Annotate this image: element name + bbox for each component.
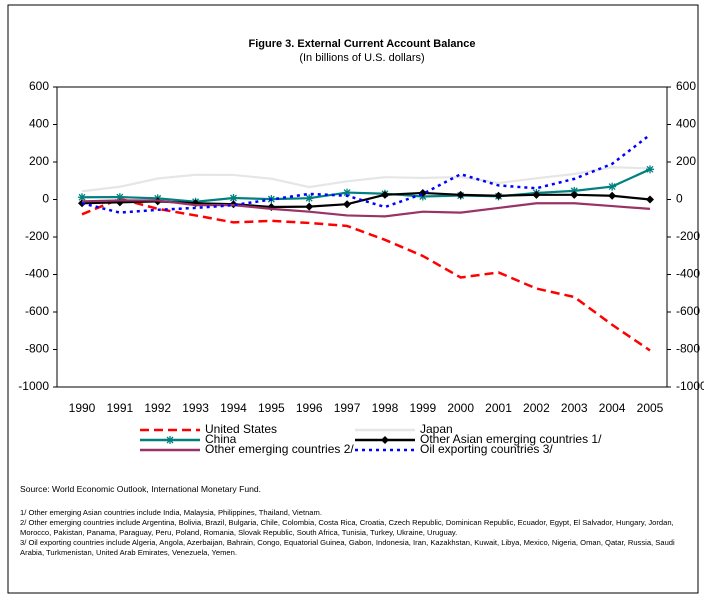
y2-tick-label: -1000 (676, 379, 704, 393)
series-line (81, 199, 651, 218)
x-tick-label: 2000 (447, 401, 474, 415)
y2-tick-label: 0 (676, 192, 683, 206)
plot-area (56, 86, 668, 388)
x-tick-label: 1996 (296, 401, 323, 415)
x-tick-label: 1993 (182, 401, 209, 415)
y2-tick-label: 200 (676, 154, 696, 168)
x-tick-label: 1992 (144, 401, 171, 415)
series-marker (532, 190, 541, 199)
footnote: 2/ Other emerging countries include Arge… (20, 518, 674, 537)
series-marker (229, 194, 238, 202)
y2-tick-label: -800 (676, 342, 700, 356)
x-tick-label: 2004 (599, 401, 626, 415)
x-tick-label: 1991 (107, 401, 134, 415)
y2-tick-label: -200 (676, 229, 700, 243)
x-tick-label: 2005 (637, 401, 664, 415)
series-marker (456, 190, 465, 199)
series-line (81, 168, 651, 203)
series-marker (570, 190, 579, 199)
source: Source: World Economic Outlook, Internat… (20, 484, 262, 494)
series-line (81, 197, 651, 352)
x-tick-label: 2002 (523, 401, 550, 415)
x-tick-label: 1995 (258, 401, 285, 415)
series-marker (494, 191, 503, 200)
series-marker (305, 194, 314, 203)
y-tick-label: 400 (29, 117, 49, 131)
y-tick-label: -800 (25, 342, 49, 356)
legend-label: Other Asian emerging countries 1/ (420, 432, 602, 446)
y-tick-label: -600 (25, 304, 49, 318)
frame (7, 4, 699, 594)
y-tick-label: 0 (42, 192, 49, 206)
legend-marker (381, 436, 389, 444)
series-marker (343, 200, 352, 209)
y-tick-label: -200 (25, 229, 49, 243)
y2-tick-label: 400 (676, 117, 696, 131)
series-line (81, 166, 651, 193)
y-tick-label: -400 (25, 267, 49, 281)
series-marker (608, 182, 617, 191)
series-marker (343, 188, 352, 197)
y2-tick-label: 600 (676, 79, 696, 93)
y2-tick-label: -400 (676, 267, 700, 281)
x-tick-label: 2003 (561, 401, 588, 415)
y-tick-label: -1000 (18, 379, 49, 393)
legend-label: Other emerging countries 2/ (205, 442, 354, 456)
notes: 1/ Other emerging Asian countries includ… (20, 508, 692, 558)
chart-title: Figure 3. External Current Account Balan… (249, 38, 476, 50)
footnote: 1/ Other emerging Asian countries includ… (20, 508, 322, 517)
x-tick-label: 1994 (220, 401, 247, 415)
y-tick-label: 200 (29, 154, 49, 168)
legend-marker (166, 436, 174, 444)
series-marker (646, 195, 654, 204)
series-line (81, 133, 651, 214)
x-tick-label: 1997 (334, 401, 361, 415)
legend-label: United States (205, 422, 277, 436)
y2-tick-label: -600 (676, 304, 700, 318)
legend-label: Oil exporting countries 3/ (420, 442, 553, 456)
x-tick-label: 1998 (372, 401, 399, 415)
x-tick-label: 1990 (69, 401, 96, 415)
series-marker (608, 191, 617, 200)
x-tick-label: 1999 (409, 401, 436, 415)
series-marker (380, 190, 389, 199)
footnote: 3/ Oil exporting countries include Alger… (20, 538, 675, 557)
series-marker (646, 165, 654, 174)
series-marker (115, 193, 124, 202)
x-tick-label: 2001 (485, 401, 512, 415)
series-marker (78, 193, 86, 202)
series-marker (305, 202, 314, 211)
legend-label: China (205, 432, 237, 446)
y-tick-label: 600 (29, 79, 49, 93)
legend-label: Japan (420, 422, 453, 436)
chart-subtitle: (In billions of U.S. dollars) (299, 52, 424, 64)
